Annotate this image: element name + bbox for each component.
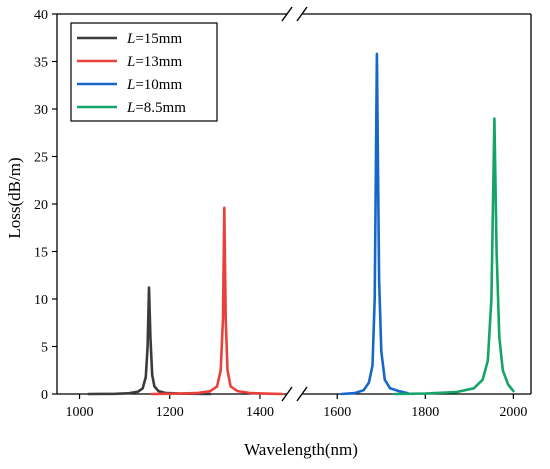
y-tick-label: 20 — [34, 198, 48, 213]
y-tick-label: 30 — [34, 103, 48, 118]
y-tick-label: 5 — [41, 341, 48, 356]
x-tick-label: 1000 — [66, 405, 94, 420]
legend-label: L=8.5mm — [126, 100, 186, 116]
series-line-15mm — [87, 286, 212, 396]
y-axis-ticks: 0 5 10 15 20 25 30 35 40 — [34, 8, 57, 403]
series-line-10mm — [340, 52, 410, 396]
x-tick-label: 1800 — [411, 405, 439, 420]
x-axis-ticks: 1000 1200 1400 1600 1800 2000 — [66, 394, 527, 420]
series-layer — [87, 52, 515, 396]
y-tick-label: 35 — [34, 56, 48, 71]
x-tick-label: 1600 — [323, 405, 351, 420]
x-tick-label: 2000 — [499, 405, 527, 420]
legend-label: L=10mm — [126, 77, 182, 93]
legend-label: L=15mm — [126, 31, 182, 47]
legend-label: L=13mm — [126, 54, 182, 70]
series-line-8-5mm — [393, 117, 515, 396]
y-tick-label: 10 — [34, 293, 48, 308]
legend: L=15mm L=13mm L=10mm L=8.5mm — [70, 22, 218, 122]
x-axis-title: Wavelength(nm) — [244, 440, 358, 459]
x-axis-break-mark — [281, 6, 308, 402]
y-tick-label: 15 — [34, 246, 48, 261]
x-axis-break-slash — [281, 386, 293, 402]
top-border-break-slash — [281, 6, 293, 22]
x-tick-label: 1200 — [156, 405, 184, 420]
y-tick-label: 40 — [34, 8, 48, 23]
legend-box — [70, 22, 218, 122]
y-tick-label: 0 — [41, 388, 48, 403]
x-tick-label: 1400 — [246, 405, 274, 420]
y-axis-title: Loss(dB/m) — [5, 157, 24, 238]
y-tick-label: 25 — [34, 151, 48, 166]
top-border-break-slash — [296, 6, 308, 22]
x-axis-break-slash — [296, 386, 308, 402]
series-line-13mm — [150, 206, 284, 396]
